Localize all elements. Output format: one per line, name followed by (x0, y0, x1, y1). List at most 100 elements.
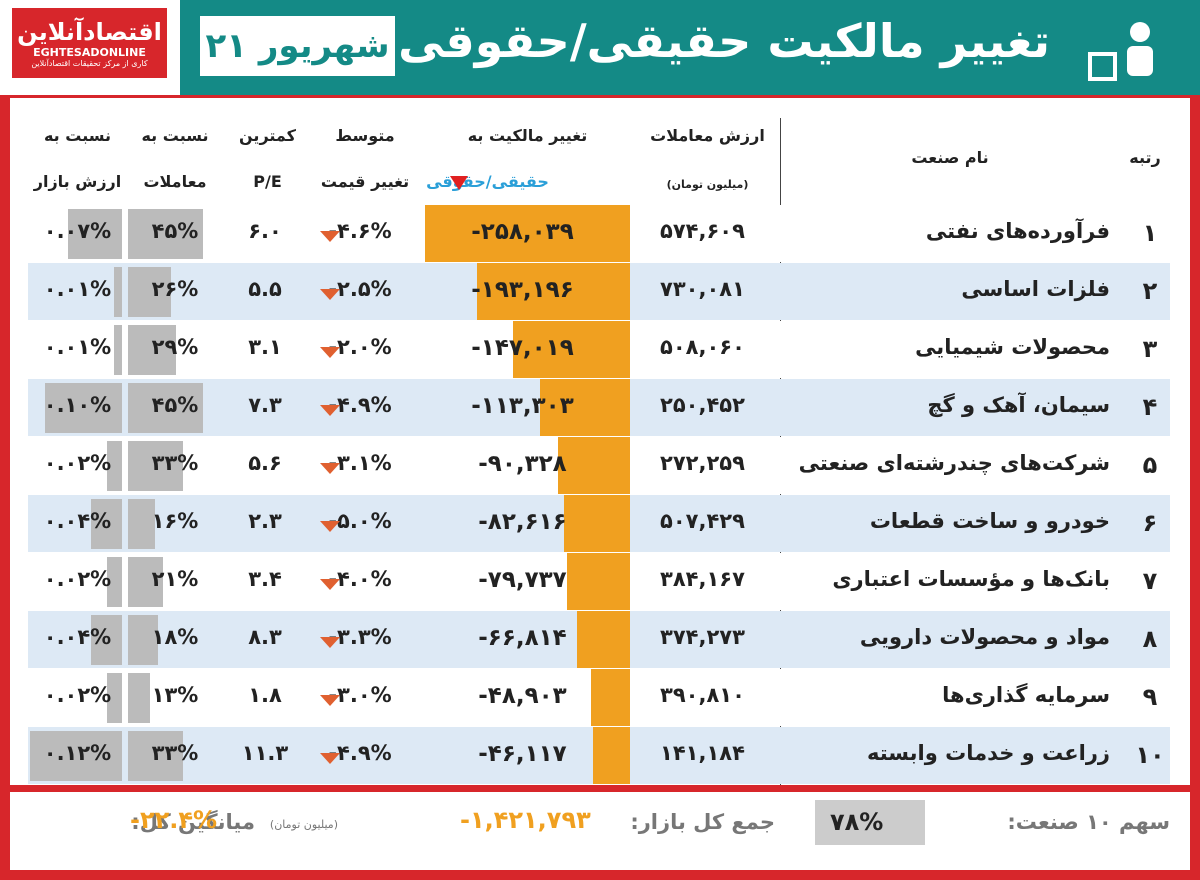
market-ratio: ۰.۰۲% (43, 451, 112, 475)
header-banner: تغییر مالکیت حقیقی/حقوقی ۲۱ شهریور (180, 0, 1200, 95)
trade-ratio-bar (128, 673, 150, 723)
column-header: (میلیون تومان) (666, 178, 749, 191)
trade-value: ۲۵۰,۴۵۲ (660, 393, 745, 417)
change-bar (476, 263, 630, 320)
market-ratio: ۰.۰۲% (43, 683, 112, 707)
down-triangle (320, 231, 340, 242)
trade-value: ۲۷۲,۲۵۹ (660, 451, 745, 475)
share-value: ۷۸% (830, 808, 884, 836)
total-value: -۱,۴۲۱,۷۹۳ (460, 806, 591, 834)
trade-ratio-bar (128, 499, 155, 549)
ownership-change: -۶۶,۸۱۴ (478, 625, 567, 651)
min-pe: ۸.۳ (248, 625, 282, 649)
share-box (815, 800, 925, 845)
trade-ratio-bar (128, 325, 177, 375)
avg-value: -۲۲.۴% (130, 806, 218, 834)
rank: ۴ (1142, 393, 1158, 421)
trade-ratio-bar (128, 557, 163, 607)
market-ratio-bar (30, 731, 122, 781)
market-ratio: ۰.۰۱% (43, 277, 112, 301)
trade-value: ۵۰۷,۴۲۹ (660, 509, 745, 533)
trade-ratio: ۳۳% (151, 451, 199, 475)
logo-tagline: کاری از مرکز تحقیقات اقتصادآنلاین (31, 59, 148, 68)
avg-label: میانگین کل: (131, 810, 255, 834)
market-ratio-bar (91, 615, 122, 665)
industry: خودرو و ساخت قطعات (869, 509, 1110, 533)
ownership-change: -۲۵۸,۰۳۹ (471, 219, 574, 245)
title: تغییر مالکیت حقیقی/حقوقی (398, 14, 1050, 68)
market-ratio-bar (45, 383, 122, 433)
rank: ۳ (1142, 335, 1158, 363)
change-bar (425, 205, 630, 262)
trade-ratio-bar (128, 441, 183, 491)
market-ratio-bar (114, 267, 122, 317)
column-header: نام صنعت (911, 148, 989, 167)
trade-value: ۳۹۰,۸۱۰ (660, 683, 745, 707)
change-bar (540, 379, 630, 436)
down-triangle (320, 753, 340, 764)
min-pe: ۳.۱ (248, 335, 282, 359)
column-header: ارزش معاملات (650, 126, 765, 145)
column-header: نسبت به (141, 126, 209, 145)
ownership-change: -۱۴۷,۰۱۹ (471, 335, 574, 361)
down-triangle (320, 405, 340, 416)
trade-ratio: ۲۹% (151, 335, 199, 359)
trade-value: ۵۷۴,۶۰۹ (660, 219, 745, 243)
ownership-change: -۹۰,۳۲۸ (478, 451, 567, 477)
ownership-change: -۴۸,۹۰۳ (478, 683, 567, 709)
down-triangle (320, 695, 340, 706)
min-pe: ۷.۳ (248, 393, 282, 417)
logo: اقتصادآنلاین EGHTESADONLINE کاری از مرکز… (0, 0, 180, 95)
industry: مواد و محصولات دارویی (859, 625, 1110, 649)
trade-value: ۱۴۱,۱۸۴ (660, 741, 745, 765)
title-icon (1088, 22, 1153, 81)
total-label: جمع کل بازار: (630, 810, 775, 834)
min-pe: ۱۱.۳ (241, 741, 289, 765)
trade-ratio: ۴۵% (151, 219, 199, 243)
trade-value: ۳۷۴,۲۷۳ (660, 625, 745, 649)
down-triangle (320, 463, 340, 474)
column-header: تغییر قیمت (320, 172, 410, 191)
min-pe: ۵.۶ (248, 451, 282, 475)
industry: محصولات شیمیایی (915, 335, 1110, 359)
column-header: رتبه (1129, 148, 1161, 167)
industry: فلزات اساسی (961, 277, 1110, 301)
change-bar (513, 321, 630, 378)
market-ratio: ۰.۰۲% (43, 567, 112, 591)
red-triangle (450, 176, 468, 190)
market-ratio-bar (114, 325, 122, 375)
ownership-change: -۸۲,۶۱۶ (478, 509, 567, 535)
trade-value: ۳۸۴,۱۶۷ (660, 567, 745, 591)
market-ratio: ۰.۱۲% (43, 741, 112, 765)
down-triangle (320, 579, 340, 590)
rank: ۵ (1142, 451, 1158, 479)
min-pe: ۳.۴ (248, 567, 282, 591)
change-bar (566, 553, 630, 610)
market-ratio: ۰.۰۴% (43, 625, 112, 649)
column-header: ارزش بازار (33, 172, 122, 191)
change-bar (593, 727, 630, 784)
trade-ratio: ۲۱% (151, 567, 199, 591)
down-triangle (320, 637, 340, 648)
unit: (میلیون تومان) (269, 818, 338, 831)
logo-latin: EGHTESADONLINE (33, 46, 146, 59)
column-header: معاملات (143, 172, 207, 191)
industry: سیمان، آهک و گچ (927, 393, 1110, 417)
trade-ratio-bar (128, 209, 203, 259)
industry: شرکت‌های چندرشته‌ای صنعتی (798, 451, 1110, 475)
industry: بانک‌ها و مؤسسات اعتباری (832, 567, 1110, 591)
footer-line (10, 785, 1190, 792)
min-pe: ۵.۵ (248, 277, 282, 301)
trade-ratio: ۳۳% (151, 741, 199, 765)
column-header: متوسط (335, 126, 395, 145)
date: ۲۱ شهریور (200, 16, 395, 76)
industry: سرمایه گذاری‌ها (942, 683, 1110, 707)
rank: ۹ (1142, 683, 1158, 711)
down-triangle (320, 521, 340, 532)
market-ratio: ۰.۰۴% (43, 509, 112, 533)
column-header: P/E (253, 172, 282, 191)
column-header: کمترین (239, 126, 296, 145)
trade-value: ۵۰۸,۰۶۰ (660, 335, 745, 359)
column-header: نسبت به (43, 126, 112, 145)
